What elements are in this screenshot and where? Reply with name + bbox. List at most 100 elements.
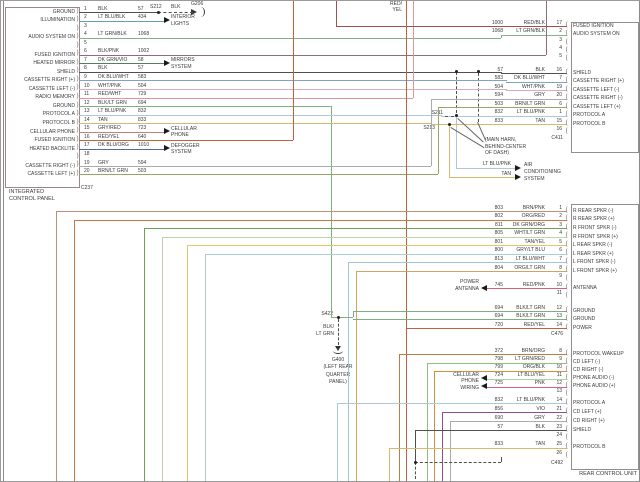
pin-number: 10 <box>84 82 90 89</box>
wire-segment <box>478 73 479 122</box>
wire-segment <box>441 114 442 116</box>
pin-number: 20 <box>556 92 562 99</box>
pin-number: 13 <box>84 108 90 115</box>
pin-label: R FRONT SPKR (+) <box>573 233 618 240</box>
circuit-number: 805 <box>494 230 503 237</box>
interior-lights-label2: LIGHTS <box>171 20 190 27</box>
wire-segment <box>441 115 567 117</box>
wire-color-label: LT BLU/PNK <box>516 109 545 116</box>
circuit-number: 694 <box>494 304 503 311</box>
wire-segment <box>79 20 164 22</box>
pin-number: 3 <box>559 221 562 228</box>
g400-wire-tag2: LT GRN <box>316 330 334 337</box>
pin-bracket: ( <box>564 273 569 282</box>
pin-bracket: ( <box>564 256 569 265</box>
wire-color-label: BLK <box>535 66 545 73</box>
wire-segment <box>501 73 567 74</box>
ac-wire-tag1: LT BLU/PNK <box>482 161 511 167</box>
pin-label: CD LEFT (-) <box>573 359 601 366</box>
rear-control-unit-box <box>571 204 639 470</box>
pin-label: ANTENNA <box>573 284 597 291</box>
pin-bracket: ( <box>564 442 569 450</box>
circuit-number: 729 <box>138 91 147 98</box>
pin-label: L FRONT SPKR (-) <box>573 259 616 266</box>
circuit-number: 1068 <box>138 31 150 38</box>
wire-segment <box>406 1 407 481</box>
wire-segment <box>79 88 506 90</box>
pin-label: CASSETTE RIGHT (-) <box>25 162 75 169</box>
pin-number: 3 <box>559 36 562 43</box>
circuit-number: 803 <box>494 204 503 211</box>
left-unit-name2: CONTROL PANEL <box>9 195 55 202</box>
wire-segment <box>79 97 413 99</box>
wire-segment <box>79 174 438 176</box>
wire-segment <box>450 421 567 422</box>
pin-label: CASSETTE LEFT (+) <box>573 103 621 110</box>
wire-segment <box>348 262 349 481</box>
pin-label: PHONE AUDIO (+) <box>573 383 616 390</box>
pin-bracket: ( <box>564 365 569 373</box>
pin-label: L FRONT SPKR (+) <box>573 267 617 274</box>
pin-number: 8 <box>84 65 87 72</box>
pin-number: 4 <box>559 44 562 51</box>
pin-number: 2 <box>559 213 562 220</box>
wire-segment <box>353 319 567 321</box>
pin-bracket: ( <box>564 389 569 397</box>
g400-wire-tag: BLK/ <box>323 324 334 330</box>
wire-segment <box>389 447 567 449</box>
pin-number: 1 <box>84 5 87 12</box>
wire-color-label: RED/YEL <box>98 133 120 140</box>
circuit-number: 57 <box>497 423 503 430</box>
wire-segment <box>74 219 75 481</box>
splice-s422-label: S422 <box>321 311 333 317</box>
wire-segment <box>79 54 546 56</box>
pin-bracket: ( <box>564 282 569 291</box>
pin-label: AUDIO SYSTEM ON <box>28 34 75 41</box>
pin-bracket: ( <box>564 53 569 62</box>
s212-wire-tag: BLK <box>171 3 181 10</box>
splice-dot <box>454 114 458 117</box>
flow-arrow-icon <box>164 59 170 66</box>
wire-color-label: DK GRN/ORG <box>512 221 545 228</box>
wire-segment <box>79 123 431 125</box>
circuit-number: 57 <box>138 65 144 72</box>
pin-label: CD RIGHT (-) <box>573 367 604 374</box>
splice-dot <box>156 10 160 14</box>
wire-segment <box>415 462 416 479</box>
wire-color-label: LT BLU/PNK <box>516 396 545 403</box>
wire-segment <box>79 165 431 167</box>
pin-number: 6 <box>559 100 562 107</box>
pin-number: 5 <box>559 52 562 59</box>
pin-bracket: ( <box>564 93 569 101</box>
pin-bracket: ) <box>75 109 80 118</box>
circuit-number: 57 <box>138 5 144 12</box>
wire-color-label: BLK <box>535 423 545 430</box>
flow-arrow-icon <box>515 164 521 171</box>
rear-control-unit-name: REAR CONTROL UNIT <box>579 470 637 477</box>
pin-number: 7 <box>559 75 562 82</box>
splice-dot <box>454 70 458 74</box>
wire-segment <box>501 34 502 38</box>
wire-segment <box>187 245 567 247</box>
wire-segment <box>501 71 502 73</box>
circuit-number: 504 <box>138 82 147 89</box>
wire-segment <box>415 430 416 462</box>
cellular-phone-label2: PHONE <box>171 132 189 138</box>
pin-number: 23 <box>556 423 562 430</box>
mirrors-system-label2: SYSTEM <box>171 63 192 70</box>
pin-label: GROUND <box>52 8 75 15</box>
pin-bracket: ) <box>75 92 80 100</box>
circuit-number: 372 <box>494 347 503 354</box>
circuit-number: 690 <box>494 414 503 421</box>
wire-color-label: LT BLU/BLK <box>98 14 126 21</box>
pin-bracket: ) <box>75 134 80 143</box>
wire-segment <box>79 71 501 73</box>
circuit-number: 833 <box>494 117 503 124</box>
circuit-number: 504 <box>494 83 503 90</box>
wire-color-label: TAN <box>535 441 545 448</box>
wire-segment <box>348 262 567 264</box>
pin-bracket: ) <box>75 49 80 58</box>
pin-bracket: ( <box>564 76 569 84</box>
pin-bracket: ( <box>564 110 569 118</box>
pin-number: 9 <box>84 74 87 80</box>
